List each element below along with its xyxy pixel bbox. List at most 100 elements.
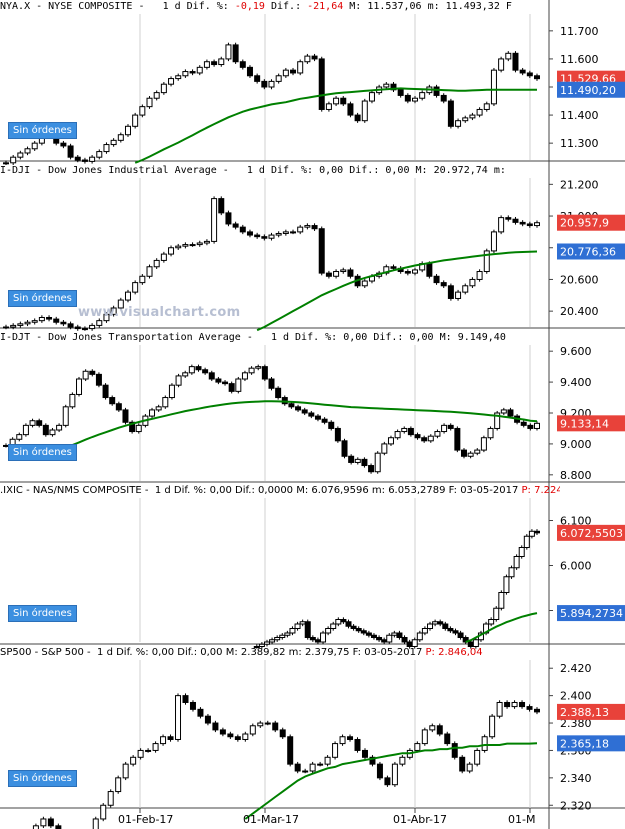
candle-body bbox=[155, 406, 162, 411]
candle-body bbox=[55, 825, 62, 829]
candle-body bbox=[160, 253, 167, 261]
ma-tag: 20.776,36 bbox=[557, 243, 625, 260]
orders-button-nya[interactable]: Sin órdenes bbox=[8, 122, 77, 139]
candle-body bbox=[211, 198, 218, 242]
candle-body bbox=[81, 328, 88, 331]
moving-average-line bbox=[465, 612, 538, 643]
candle-body bbox=[390, 266, 397, 269]
chart-panel-nya: 11.70011.60011.50011.40011.30011.529,661… bbox=[3, 14, 625, 165]
candle-body bbox=[295, 406, 302, 411]
candle-body bbox=[227, 733, 234, 738]
candle-body bbox=[74, 156, 81, 161]
candle-body bbox=[320, 632, 327, 643]
candle-body bbox=[137, 749, 144, 758]
candle-body bbox=[67, 323, 74, 328]
candle-body bbox=[503, 576, 510, 593]
y-tick-label: 6.000 bbox=[560, 560, 592, 573]
candle-body bbox=[489, 715, 496, 738]
candle-body bbox=[232, 44, 239, 63]
candle-body bbox=[254, 234, 261, 238]
candle-body bbox=[203, 240, 210, 244]
candle-body bbox=[498, 58, 505, 71]
candle-body bbox=[340, 619, 347, 623]
candle-body bbox=[222, 381, 229, 385]
candle-body bbox=[110, 307, 117, 315]
candle-body bbox=[386, 634, 393, 643]
candle-body bbox=[526, 706, 533, 710]
candle-body bbox=[361, 749, 368, 758]
candle-body bbox=[212, 722, 219, 731]
orders-button-ixic[interactable]: Sin órdenes bbox=[8, 605, 77, 622]
candle-body bbox=[534, 530, 540, 534]
candle-body bbox=[254, 75, 261, 82]
candle-body bbox=[325, 103, 332, 110]
candle-body bbox=[404, 271, 411, 274]
ma-tag-label: 20.776,36 bbox=[560, 245, 616, 258]
candle-body bbox=[526, 72, 533, 77]
candle-body bbox=[297, 61, 304, 74]
candle-body bbox=[102, 384, 109, 399]
candle-body bbox=[62, 406, 69, 426]
candle-body bbox=[490, 69, 497, 105]
candle-body bbox=[314, 415, 321, 420]
candle-body bbox=[182, 244, 189, 247]
candle-body bbox=[160, 83, 167, 94]
candle-body bbox=[498, 217, 505, 233]
candle-body bbox=[311, 55, 318, 60]
candle-body bbox=[22, 424, 29, 436]
candle-body bbox=[527, 424, 534, 429]
y-tick-label: 9.600 bbox=[560, 345, 592, 358]
candle-body bbox=[526, 223, 533, 227]
candle-body bbox=[225, 44, 232, 60]
candle-body bbox=[268, 80, 275, 88]
ma-tag: 5.894,2734 bbox=[557, 605, 625, 622]
orders-button-djt[interactable]: Sin órdenes bbox=[8, 444, 77, 461]
candle-body bbox=[132, 114, 139, 127]
candle-body bbox=[427, 435, 434, 442]
watermark: www.visualchart.com bbox=[78, 305, 241, 320]
candle-body bbox=[74, 326, 81, 330]
candle-body bbox=[110, 139, 117, 146]
price-tag: 6.072,5503 bbox=[557, 524, 625, 541]
candle-body bbox=[500, 409, 507, 414]
orders-button-sp500[interactable]: Sin órdenes bbox=[8, 770, 77, 787]
candle-body bbox=[354, 458, 361, 463]
ma-tag-label: 2.365,18 bbox=[560, 737, 609, 750]
candle-body bbox=[263, 641, 270, 645]
candle-body bbox=[76, 378, 83, 395]
candle-body bbox=[234, 736, 241, 740]
candle-body bbox=[361, 100, 368, 122]
candle-body bbox=[361, 458, 368, 467]
candle-body bbox=[188, 366, 195, 374]
candle-body bbox=[325, 272, 332, 277]
candle-body bbox=[383, 83, 390, 88]
candle-body bbox=[24, 321, 31, 325]
candle-body bbox=[139, 275, 146, 284]
candle-body bbox=[46, 316, 53, 320]
price-tag-box bbox=[557, 703, 625, 720]
candle-body bbox=[264, 722, 271, 725]
candle-body bbox=[467, 452, 474, 457]
candle-body bbox=[462, 117, 469, 122]
candle-body bbox=[69, 393, 76, 408]
ma-tag-box bbox=[557, 243, 625, 260]
candle-body bbox=[412, 269, 419, 274]
orders-button-dji[interactable]: Sin órdenes bbox=[8, 290, 77, 307]
candle-body bbox=[481, 736, 488, 751]
y-tick-label: 2.420 bbox=[560, 662, 592, 675]
candle-body bbox=[202, 369, 209, 374]
candle-body bbox=[440, 94, 447, 102]
candle-body bbox=[218, 198, 225, 214]
price-tag: 20.957,9 bbox=[557, 214, 625, 231]
panel-header-djt: I-DJT - Dow Jones Transportation Average… bbox=[0, 332, 506, 343]
candle-body bbox=[235, 378, 242, 392]
candle-body bbox=[519, 221, 526, 225]
candle-body bbox=[89, 156, 96, 162]
candle-body bbox=[390, 83, 397, 91]
candle-body bbox=[483, 103, 490, 110]
candle-body bbox=[129, 421, 136, 433]
moving-average-line bbox=[244, 742, 538, 820]
candle-body bbox=[354, 738, 361, 751]
price-tag-label: 2.388,13 bbox=[560, 706, 609, 719]
candle-body bbox=[355, 628, 362, 632]
